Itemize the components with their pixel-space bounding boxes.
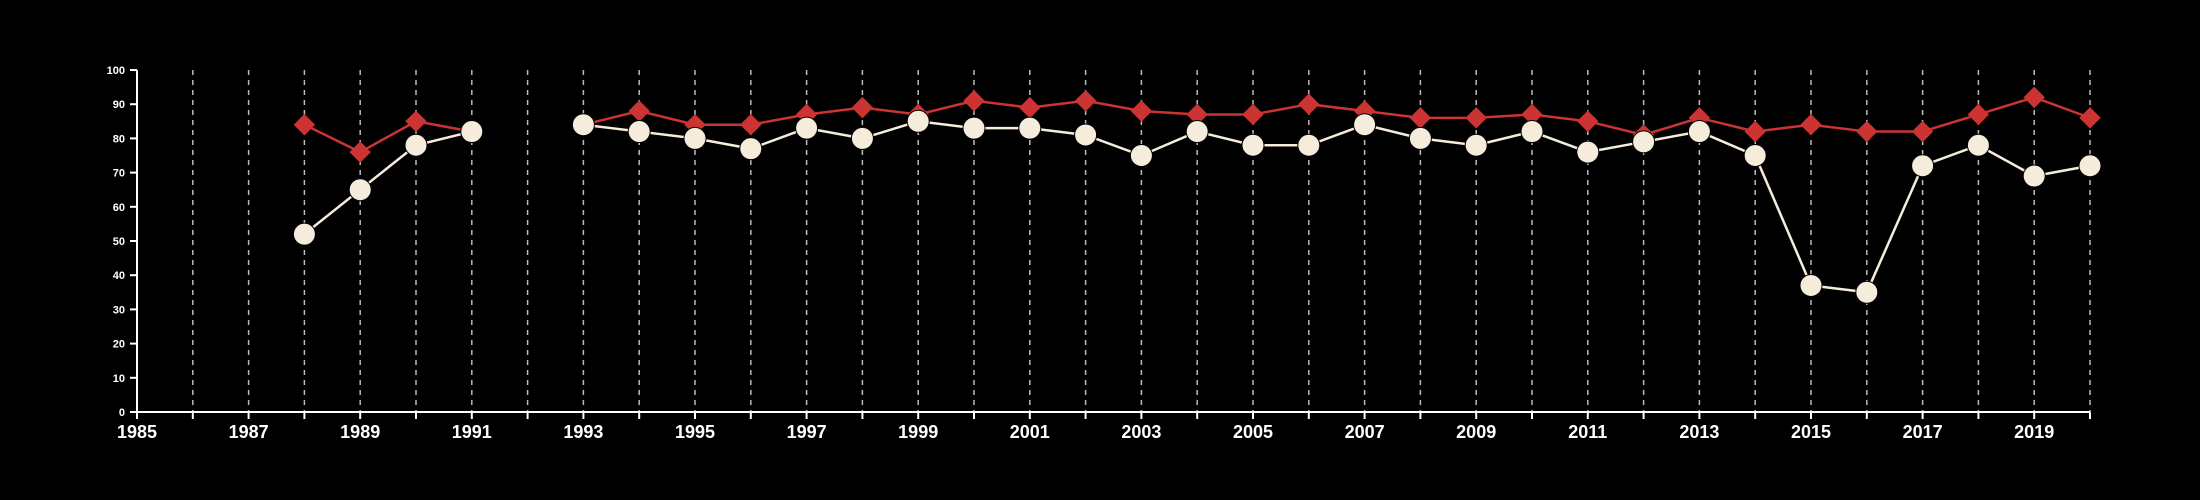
x-tick-label: 1989 (340, 422, 380, 442)
y-tick-label: 100 (107, 65, 125, 77)
data-point-diamond (2023, 86, 2045, 109)
data-point-circle (795, 116, 819, 140)
x-tick-label: 1995 (675, 422, 715, 442)
data-point-diamond (963, 90, 985, 112)
data-point-circle (404, 133, 428, 157)
series-line (303, 119, 473, 154)
data-point-circle (1074, 123, 1098, 147)
series-diamond (303, 96, 2091, 154)
data-point-circle (460, 120, 484, 144)
x-tick-label: 2009 (1456, 422, 1496, 442)
data-point-circle (2022, 164, 2046, 188)
data-point-diamond (1577, 110, 1599, 133)
x-tick-label: 2001 (1010, 422, 1050, 442)
data-point-diamond (1409, 107, 1432, 129)
data-point-diamond (293, 114, 316, 136)
data-point-circle (962, 116, 986, 140)
series-line (583, 120, 2091, 294)
y-tick-label: 20 (113, 339, 125, 351)
data-point-circle (1799, 273, 1823, 297)
data-point-diamond (2079, 107, 2101, 129)
x-tick-label: 2013 (1679, 422, 1719, 442)
y-tick-label: 0 (119, 407, 125, 419)
series-circle (303, 120, 2091, 294)
axes: 0 10 20 30 40 50 60 70 80 90 100 1985 1987 1989 1991 19… (107, 65, 2091, 442)
series-line (583, 96, 2091, 137)
data-point-diamond (1800, 114, 1822, 136)
data-point-diamond (1911, 120, 1934, 143)
x-tick-label: 2011 (1568, 422, 1607, 442)
data-point-circle (1018, 116, 1042, 140)
data-point-circle (2078, 154, 2102, 178)
y-tick-label: 60 (113, 202, 125, 214)
y-tick-label: 80 (113, 133, 125, 145)
x-tick-label: 2017 (1903, 422, 1943, 442)
y-tick-label: 90 (113, 99, 125, 111)
data-point-circle (1520, 120, 1544, 144)
data-point-diamond (1019, 96, 1041, 119)
data-series (292, 86, 2102, 304)
data-point-diamond (1465, 107, 1487, 129)
x-tick-label: 1991 (452, 422, 492, 442)
data-point-circle (1129, 144, 1153, 167)
x-tick-label: 1999 (898, 422, 938, 442)
series-markers-circle (292, 109, 2102, 304)
data-point-diamond (349, 141, 371, 163)
data-point-circle (1241, 133, 1265, 157)
data-point-diamond (1074, 90, 1097, 112)
data-point-circle (1464, 133, 1488, 157)
y-tick-label: 30 (113, 304, 125, 316)
x-tick-label: 2007 (1345, 422, 1385, 442)
x-tick-label: 1987 (229, 422, 269, 442)
data-point-circle (1687, 120, 1711, 144)
data-point-circle (348, 178, 372, 202)
data-point-circle (627, 120, 651, 144)
data-point-circle (571, 113, 595, 137)
data-point-circle (850, 126, 874, 150)
data-point-circle (292, 222, 316, 246)
data-point-diamond (1967, 103, 1990, 126)
y-tick-label: 70 (113, 168, 125, 180)
data-point-circle (906, 109, 930, 133)
data-point-diamond (1298, 93, 1320, 115)
data-point-circle (1297, 133, 1321, 157)
data-point-circle (683, 126, 707, 150)
x-tick-label: 1997 (787, 422, 827, 442)
x-tick-label: 2003 (1121, 422, 1161, 442)
y-tick-label: 10 (113, 373, 125, 385)
data-point-diamond (740, 114, 762, 136)
grid-lines (192, 70, 2091, 412)
data-point-diamond (1242, 103, 1264, 126)
data-point-circle (1576, 140, 1600, 164)
data-point-circle (1743, 144, 1767, 167)
data-point-circle (1353, 113, 1377, 137)
data-point-circle (1185, 120, 1209, 144)
y-tick-label: 40 (113, 270, 125, 282)
x-tick-label: 2015 (1791, 422, 1831, 442)
y-tick-label: 50 (113, 236, 125, 248)
x-tick-label: 1985 (117, 422, 157, 442)
data-point-diamond (628, 100, 650, 122)
data-point-circle (1408, 126, 1432, 150)
data-point-circle (1911, 154, 1935, 178)
data-point-circle (1966, 133, 1990, 157)
data-point-circle (1632, 130, 1656, 154)
data-point-diamond (405, 110, 427, 133)
data-point-diamond (1130, 100, 1153, 122)
x-tick-label: 1993 (563, 422, 603, 442)
data-point-circle (739, 137, 763, 161)
data-point-circle (1855, 280, 1879, 304)
data-point-diamond (851, 96, 874, 119)
series-line (303, 130, 473, 236)
data-point-diamond (1744, 120, 1766, 143)
x-tick-label: 2019 (2014, 422, 2054, 442)
data-point-diamond (1856, 120, 1878, 143)
x-tick-label: 2005 (1233, 422, 1273, 442)
